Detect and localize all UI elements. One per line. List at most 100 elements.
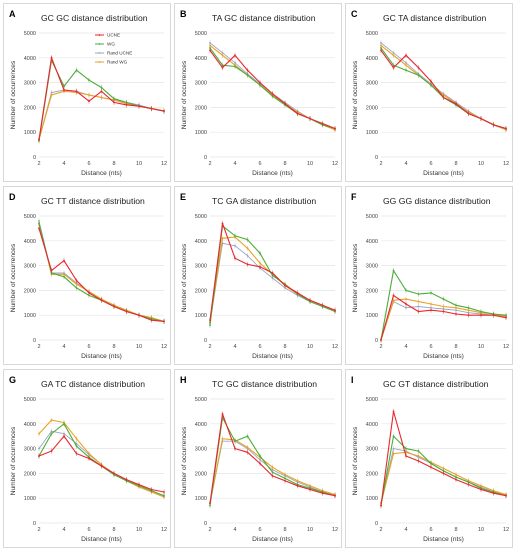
data-point xyxy=(63,275,65,278)
y-tick-label: 3000 xyxy=(366,447,378,453)
y-tick-label: 5000 xyxy=(24,31,36,37)
data-point xyxy=(442,472,445,475)
y-tick-label: 4000 xyxy=(24,422,36,428)
panel-h: 0 1000 2000 3000 4000 5000 2 4 6 8 10 12 H TC GC dist… xyxy=(174,369,342,548)
panel-title: TC GA distance distribution xyxy=(212,196,316,206)
data-point xyxy=(209,502,211,505)
panel-f: 0 1000 2000 3000 4000 5000 2 4 6 8 10 12 F GG GG dist… xyxy=(345,186,513,365)
panel-title: TA GC distance distribution xyxy=(212,13,316,23)
data-point xyxy=(246,451,249,454)
x-tick-label: 4 xyxy=(404,344,407,350)
y-axis-label: Number of occurrences xyxy=(10,426,17,495)
data-point xyxy=(417,310,420,313)
data-point xyxy=(296,112,299,115)
y-tick-label: 1000 xyxy=(366,313,378,319)
x-tick-label: 8 xyxy=(112,527,115,533)
x-tick-label: 12 xyxy=(332,344,338,350)
legend-marker xyxy=(98,61,101,63)
data-point xyxy=(392,435,395,438)
x-tick-label: 6 xyxy=(87,161,90,167)
x-tick-label: 4 xyxy=(233,527,236,533)
panel-d: 0 1000 2000 3000 4000 5000 2 4 6 8 10 12 D GC TT dist… xyxy=(3,186,171,365)
data-point xyxy=(113,472,115,475)
y-tick-label: 3000 xyxy=(24,81,36,87)
data-point xyxy=(88,452,90,455)
legend-marker xyxy=(98,43,101,45)
x-axis-label: Distance (nts) xyxy=(252,353,293,360)
legend-label: UCNE xyxy=(107,33,120,38)
y-tick-label: 2000 xyxy=(366,471,378,477)
x-tick-label: 6 xyxy=(87,344,90,350)
data-point xyxy=(417,293,420,296)
y-tick-label: 1000 xyxy=(24,313,36,319)
data-point xyxy=(417,66,420,69)
data-point xyxy=(296,479,299,482)
x-tick-label: 6 xyxy=(258,527,261,533)
data-point xyxy=(246,446,249,449)
data-point xyxy=(246,263,249,266)
data-point xyxy=(234,257,236,260)
x-tick-label: 4 xyxy=(62,344,65,350)
data-point xyxy=(75,437,78,440)
data-point xyxy=(100,299,103,302)
x-tick-label: 8 xyxy=(283,161,286,167)
data-point xyxy=(321,122,324,125)
x-tick-label: 10 xyxy=(136,527,142,533)
data-point xyxy=(50,419,53,421)
y-tick-label: 1000 xyxy=(24,496,36,502)
data-point xyxy=(234,234,236,237)
x-tick-label: 6 xyxy=(87,527,90,533)
data-point xyxy=(442,96,445,99)
data-point xyxy=(455,313,457,315)
data-point xyxy=(284,479,286,482)
panel-c: 0 1000 2000 3000 4000 5000 2 4 6 8 10 12 C GC TA dist… xyxy=(345,3,513,182)
data-point xyxy=(88,100,90,103)
panel-letter: A xyxy=(9,9,16,19)
data-point xyxy=(246,247,249,250)
data-point xyxy=(125,104,128,106)
data-point xyxy=(38,447,40,450)
data-point xyxy=(430,80,432,83)
x-tick-label: 4 xyxy=(233,344,236,350)
data-point xyxy=(38,227,40,230)
x-tick-label: 4 xyxy=(62,527,65,533)
data-point xyxy=(380,49,382,52)
y-axis-label: Number of occurrences xyxy=(181,243,188,312)
data-point xyxy=(334,127,336,130)
x-tick-label: 2 xyxy=(37,527,40,533)
data-point xyxy=(259,462,261,465)
y-tick-label: 4000 xyxy=(366,56,378,62)
y-tick-label: 4000 xyxy=(366,422,378,428)
y-tick-label: 0 xyxy=(33,155,36,161)
y-tick-label: 1000 xyxy=(195,496,207,502)
x-axis-label: Distance (nts) xyxy=(81,536,122,543)
data-point xyxy=(271,474,274,477)
x-tick-label: 6 xyxy=(429,161,432,167)
data-point xyxy=(246,435,249,438)
y-tick-label: 4000 xyxy=(195,56,207,62)
panel-letter: E xyxy=(180,192,186,202)
x-tick-label: 4 xyxy=(404,161,407,167)
data-point xyxy=(405,447,407,450)
data-point xyxy=(417,455,420,457)
y-tick-label: 2000 xyxy=(366,288,378,294)
panel-letter: H xyxy=(180,375,187,385)
data-point xyxy=(234,54,236,57)
x-tick-label: 2 xyxy=(208,527,211,533)
data-point xyxy=(50,432,53,435)
panel-letter: C xyxy=(351,9,358,19)
y-tick-label: 3000 xyxy=(195,81,207,87)
data-point xyxy=(467,314,470,317)
x-tick-label: 8 xyxy=(454,344,457,350)
x-tick-label: 2 xyxy=(379,161,382,167)
data-point xyxy=(284,102,286,105)
y-tick-label: 5000 xyxy=(195,214,207,220)
data-point xyxy=(163,494,165,497)
data-point xyxy=(38,455,40,457)
data-point xyxy=(309,117,311,120)
x-tick-label: 6 xyxy=(429,344,432,350)
data-point xyxy=(259,252,261,255)
y-tick-label: 5000 xyxy=(366,31,378,37)
data-point xyxy=(430,462,432,465)
data-point xyxy=(417,74,420,77)
